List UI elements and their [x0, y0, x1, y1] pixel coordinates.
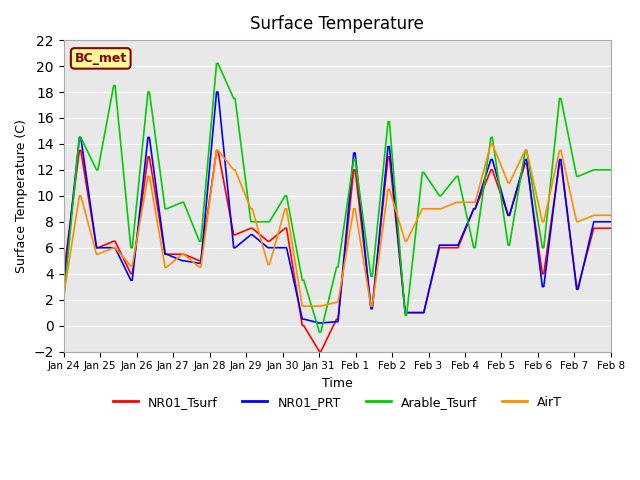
NR01_PRT: [316, 320, 323, 326]
NR01_PRT: [78, 144, 86, 150]
AirT: [343, 248, 351, 254]
Arable_Tsurf: [78, 137, 86, 143]
NR01_PRT: [344, 212, 352, 217]
NR01_Tsurf: [76, 147, 83, 153]
NR01_PRT: [60, 284, 67, 289]
NR01_Tsurf: [97, 244, 105, 250]
AirT: [487, 141, 495, 147]
NR01_Tsurf: [605, 226, 613, 231]
AirT: [607, 213, 615, 218]
Arable_Tsurf: [316, 329, 323, 335]
NR01_PRT: [452, 242, 460, 248]
AirT: [605, 213, 613, 218]
NR01_Tsurf: [452, 245, 460, 251]
AirT: [60, 293, 67, 299]
Arable_Tsurf: [95, 159, 103, 165]
Arable_Tsurf: [607, 167, 615, 173]
NR01_Tsurf: [344, 221, 352, 227]
Line: Arable_Tsurf: Arable_Tsurf: [63, 63, 611, 332]
Line: NR01_Tsurf: NR01_Tsurf: [63, 150, 611, 351]
NR01_PRT: [607, 219, 615, 225]
NR01_Tsurf: [316, 348, 323, 354]
Line: NR01_PRT: NR01_PRT: [63, 92, 611, 323]
Arable_Tsurf: [605, 167, 613, 173]
NR01_Tsurf: [534, 241, 542, 247]
NR01_PRT: [212, 89, 220, 95]
NR01_PRT: [95, 245, 103, 251]
AirT: [534, 199, 542, 205]
Title: Surface Temperature: Surface Temperature: [250, 15, 424, 33]
Legend: NR01_Tsurf, NR01_PRT, Arable_Tsurf, AirT: NR01_Tsurf, NR01_PRT, Arable_Tsurf, AirT: [108, 391, 567, 414]
NR01_PRT: [605, 219, 613, 225]
AirT: [78, 198, 86, 204]
Arable_Tsurf: [60, 297, 67, 302]
Line: AirT: AirT: [63, 144, 611, 306]
Arable_Tsurf: [212, 60, 220, 66]
AirT: [298, 303, 306, 309]
Arable_Tsurf: [344, 196, 352, 202]
Arable_Tsurf: [452, 173, 460, 179]
AirT: [95, 251, 103, 256]
Arable_Tsurf: [534, 218, 542, 224]
NR01_Tsurf: [607, 226, 615, 231]
NR01_Tsurf: [80, 165, 88, 171]
NR01_PRT: [534, 249, 542, 255]
X-axis label: Time: Time: [322, 377, 353, 390]
AirT: [451, 200, 459, 206]
NR01_Tsurf: [60, 271, 67, 276]
Y-axis label: Surface Temperature (C): Surface Temperature (C): [15, 119, 28, 273]
Text: BC_met: BC_met: [75, 52, 127, 65]
